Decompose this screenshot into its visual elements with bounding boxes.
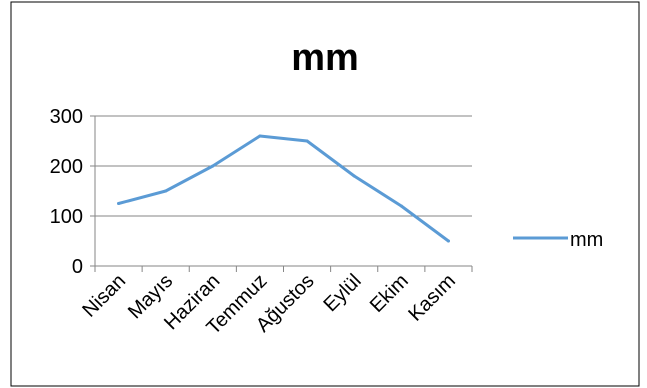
data-point [164, 189, 168, 193]
series-line-mm [117, 134, 450, 243]
legend: mm [513, 229, 603, 251]
data-point [211, 164, 215, 168]
series-layer [117, 134, 450, 243]
chart-border [10, 1, 640, 387]
axes [90, 115, 473, 272]
y-tick-labels: 0 100 200 300 [50, 106, 83, 278]
data-point [117, 202, 121, 205]
chart-title: mm [291, 37, 359, 79]
y-tick-label: 0 [72, 256, 83, 278]
data-point [305, 139, 309, 143]
grid-lines [95, 115, 472, 217]
data-point [446, 239, 450, 243]
y-tick-label: 200 [50, 156, 83, 178]
y-tick-label: 300 [50, 106, 83, 128]
data-point [399, 204, 403, 208]
legend-label-mm: mm [570, 229, 603, 251]
data-point [352, 174, 356, 178]
y-tick-label: 100 [50, 206, 83, 228]
data-point [258, 134, 262, 138]
